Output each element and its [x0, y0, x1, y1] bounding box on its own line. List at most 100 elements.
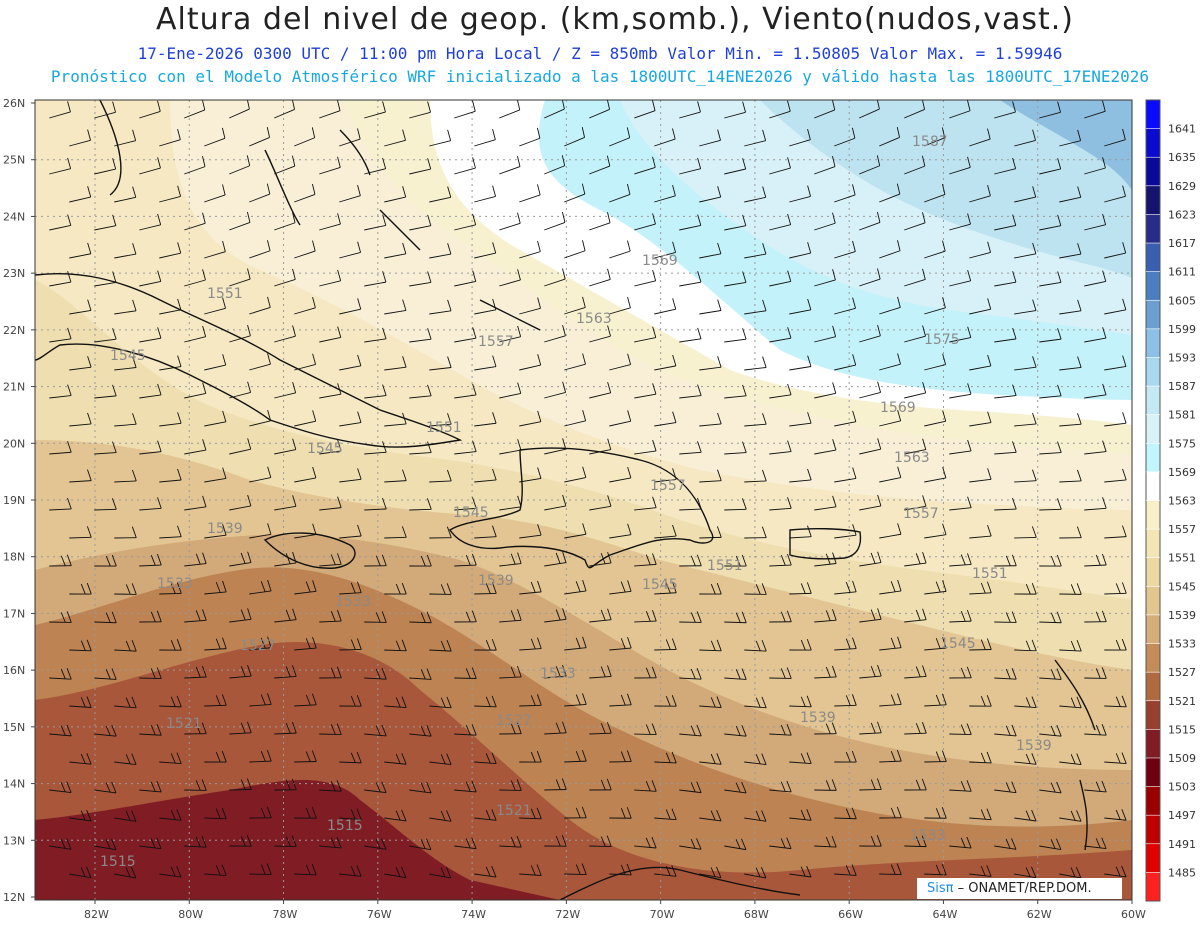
wind-barb [69, 186, 92, 203]
wind-barb [114, 186, 137, 203]
wind-barb [114, 469, 137, 483]
colorbar-swatch [1146, 328, 1160, 358]
wind-barb [879, 127, 900, 147]
colorbar-label: 1539 [1168, 609, 1196, 622]
wind-barb [879, 240, 901, 259]
wind-barb [474, 185, 496, 203]
wind-barb [904, 325, 926, 343]
wind-barb [1104, 242, 1127, 259]
wind-barb [159, 468, 182, 483]
wind-barb [1014, 356, 1037, 371]
wind-barb [384, 356, 407, 371]
colorbar-label: 1533 [1168, 638, 1196, 651]
wind-barb [654, 865, 677, 877]
wind-barb [969, 298, 992, 315]
wind-barb [1039, 101, 1061, 119]
wind-barb [654, 524, 677, 539]
wind-barb [319, 326, 342, 343]
coast-puerto-rico [789, 527, 862, 560]
wind-barb [879, 579, 902, 595]
wind-barb [744, 299, 767, 315]
wind-barb [1104, 695, 1127, 708]
wind-barb [1014, 299, 1037, 315]
colorbar-swatch [1146, 100, 1160, 130]
wind-barb [274, 721, 297, 735]
wind-barb [879, 693, 902, 707]
wind-barb [474, 809, 497, 821]
wind-barb [384, 809, 407, 822]
wind-barb [834, 297, 856, 315]
wind-barb [519, 467, 542, 483]
wind-barb [69, 866, 92, 879]
wind-barb [454, 383, 477, 399]
wind-barb [69, 639, 92, 652]
wind-barb [744, 866, 767, 879]
wind-barb [949, 836, 972, 849]
colorbar-label: 1551 [1168, 552, 1196, 565]
wind-barb [879, 863, 902, 876]
colorbar-swatch [1146, 157, 1160, 187]
wind-barb [49, 101, 71, 119]
contour-label: 1521 [166, 716, 202, 732]
wind-barb [654, 808, 677, 821]
wind-barb [519, 410, 542, 427]
wind-barb [1084, 157, 1106, 175]
wind-barb [699, 866, 722, 879]
wind-barb [634, 439, 657, 455]
colorbar-label: 1527 [1168, 666, 1196, 679]
wind-barb [634, 213, 656, 231]
wind-barb [1039, 838, 1062, 851]
wind-barb [184, 269, 206, 287]
wind-barb [814, 495, 837, 511]
wind-barb [319, 213, 341, 231]
wind-barb [1104, 468, 1127, 483]
wind-barb [159, 752, 182, 765]
wind-barb [949, 723, 972, 736]
lat-tick-label: 19N [3, 494, 25, 507]
wind-barb [1084, 780, 1107, 793]
lat-tick-label: 14N [3, 778, 25, 791]
wind-barb [699, 356, 722, 371]
wind-barb [364, 384, 387, 399]
coast-jamaica [263, 532, 356, 569]
wind-barb [49, 327, 72, 343]
wind-barb [969, 241, 992, 259]
map-subtitle-valid-time: 17-Ene-2026 0300 UTC / 11:00 pm Hora Loc… [137, 44, 1063, 63]
wind-barb [49, 668, 72, 680]
wind-barb [249, 863, 272, 876]
colorbar-label: 1641 [1168, 123, 1196, 136]
wind-barb [744, 413, 767, 427]
band-1587 [1000, 100, 1132, 190]
wind-barb [589, 212, 611, 231]
wind-barb [904, 438, 927, 455]
wind-barb [769, 667, 792, 679]
wind-barb [94, 611, 117, 624]
wind-barb [969, 695, 992, 707]
wind-barb [499, 552, 522, 567]
colorbar-swatch [1146, 786, 1160, 816]
wind-barb [994, 554, 1017, 567]
wind-barb [184, 212, 206, 231]
wind-barb [159, 639, 182, 651]
wind-barb [789, 582, 812, 595]
wind-barb [789, 752, 812, 765]
wind-barb [249, 523, 272, 539]
wind-barb [319, 269, 342, 287]
colorbar-swatch [1146, 243, 1160, 273]
wind-barb [609, 466, 632, 483]
wind-barb [474, 752, 497, 765]
wind-barb [69, 526, 92, 539]
wind-barb [1014, 582, 1037, 595]
wind-barb [339, 354, 362, 371]
colorbar-label: 1611 [1168, 266, 1196, 279]
colorbar-label: 1563 [1168, 495, 1196, 508]
colorbar-label: 1575 [1168, 437, 1196, 450]
map-subtitle-model-info: Pronóstico con el Modelo Atmosférico WRF… [50, 67, 1150, 86]
contour-label: 1557 [478, 334, 514, 350]
wind-barb [969, 808, 992, 821]
wind-barb [679, 441, 702, 455]
wind-barb [139, 100, 161, 119]
wind-barb [994, 838, 1017, 850]
wind-barb [139, 667, 162, 679]
wind-barb [879, 523, 902, 539]
